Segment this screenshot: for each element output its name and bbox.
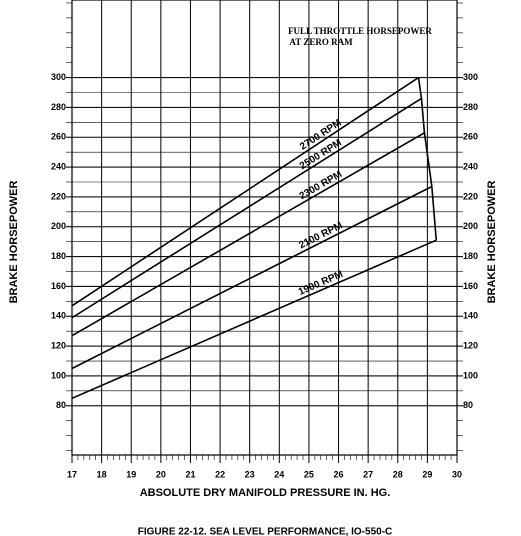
rpm-line xyxy=(71,239,437,400)
x-tick-label: 22 xyxy=(215,469,225,479)
rpm-line xyxy=(71,76,419,307)
annotation: FULL THROTTLE HORSEPOWER xyxy=(288,26,432,36)
annotation: AT ZERO RAM xyxy=(289,37,353,47)
plot-frame xyxy=(71,0,458,456)
y-tick-label: 100 xyxy=(51,370,66,380)
y-tick-label: 80 xyxy=(56,400,66,410)
x-tick-label: 17 xyxy=(67,469,77,479)
y-axis-label-right: BRAKE HORSEPOWER xyxy=(486,181,498,304)
y-tick-label: 120 xyxy=(51,340,66,350)
y-tick-label-right: 180 xyxy=(463,251,478,261)
x-tick-label: 19 xyxy=(126,469,136,479)
y-tick-label: 280 xyxy=(51,102,66,112)
x-tick-label: 20 xyxy=(156,469,166,479)
x-tick-label: 27 xyxy=(363,469,373,479)
y-tick-label-right: 100 xyxy=(463,370,478,380)
x-tick-label: 30 xyxy=(452,469,462,479)
y-tick-label: 300 xyxy=(51,72,66,82)
rpm-line xyxy=(71,132,425,337)
x-tick-label: 29 xyxy=(422,469,432,479)
x-tick-label: 28 xyxy=(393,469,403,479)
y-tick-label: 220 xyxy=(51,191,66,201)
rpm-line xyxy=(71,185,433,370)
x-tick-label: 23 xyxy=(245,469,255,479)
y-tick-label-right: 200 xyxy=(463,221,478,231)
y-tick-label-right: 80 xyxy=(463,400,473,410)
x-tick-label: 24 xyxy=(274,469,284,479)
x-tick-label: 25 xyxy=(304,469,314,479)
y-tick-label: 200 xyxy=(51,221,66,231)
y-tick-label: 260 xyxy=(51,132,66,142)
y-tick-label: 240 xyxy=(51,161,66,171)
y-tick-label-right: 220 xyxy=(463,191,478,201)
y-tick-label: 140 xyxy=(51,311,66,321)
y-tick-label-right: 140 xyxy=(463,311,478,321)
rpm-line xyxy=(71,97,422,319)
y-tick-label-right: 120 xyxy=(463,340,478,350)
y-tick-label: 160 xyxy=(51,281,66,291)
y-tick-label-right: 160 xyxy=(463,281,478,291)
x-tick-label: 18 xyxy=(97,469,107,479)
x-axis-label: ABSOLUTE DRY MANIFOLD PRESSURE IN. HG. xyxy=(140,487,391,499)
y-axis-label: BRAKE HORSEPOWER xyxy=(8,181,20,304)
full-throttle-line xyxy=(417,77,438,241)
series-label: 2100 RPM xyxy=(297,220,344,251)
y-tick-label-right: 240 xyxy=(463,161,478,171)
caption: FIGURE 22-12. SEA LEVEL PERFORMANCE, IO-… xyxy=(138,527,393,536)
x-tick-label: 21 xyxy=(185,469,195,479)
y-tick-label-right: 280 xyxy=(463,102,478,112)
y-tick-label-right: 300 xyxy=(463,72,478,82)
y-tick-label-right: 260 xyxy=(463,132,478,142)
x-tick-label: 26 xyxy=(334,469,344,479)
y-tick-label: 180 xyxy=(51,251,66,261)
